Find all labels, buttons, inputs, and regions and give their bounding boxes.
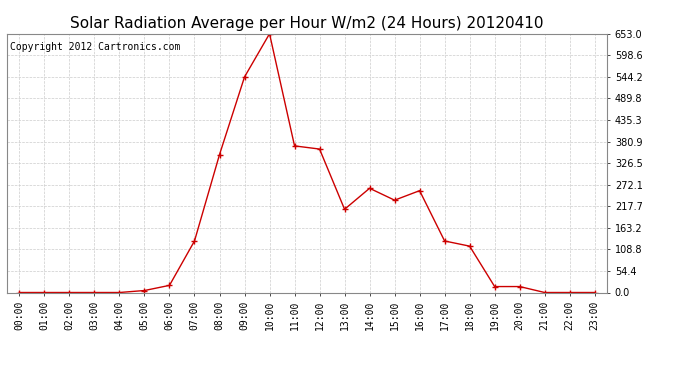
Text: Copyright 2012 Cartronics.com: Copyright 2012 Cartronics.com	[10, 42, 180, 51]
Title: Solar Radiation Average per Hour W/m2 (24 Hours) 20120410: Solar Radiation Average per Hour W/m2 (2…	[70, 16, 544, 31]
